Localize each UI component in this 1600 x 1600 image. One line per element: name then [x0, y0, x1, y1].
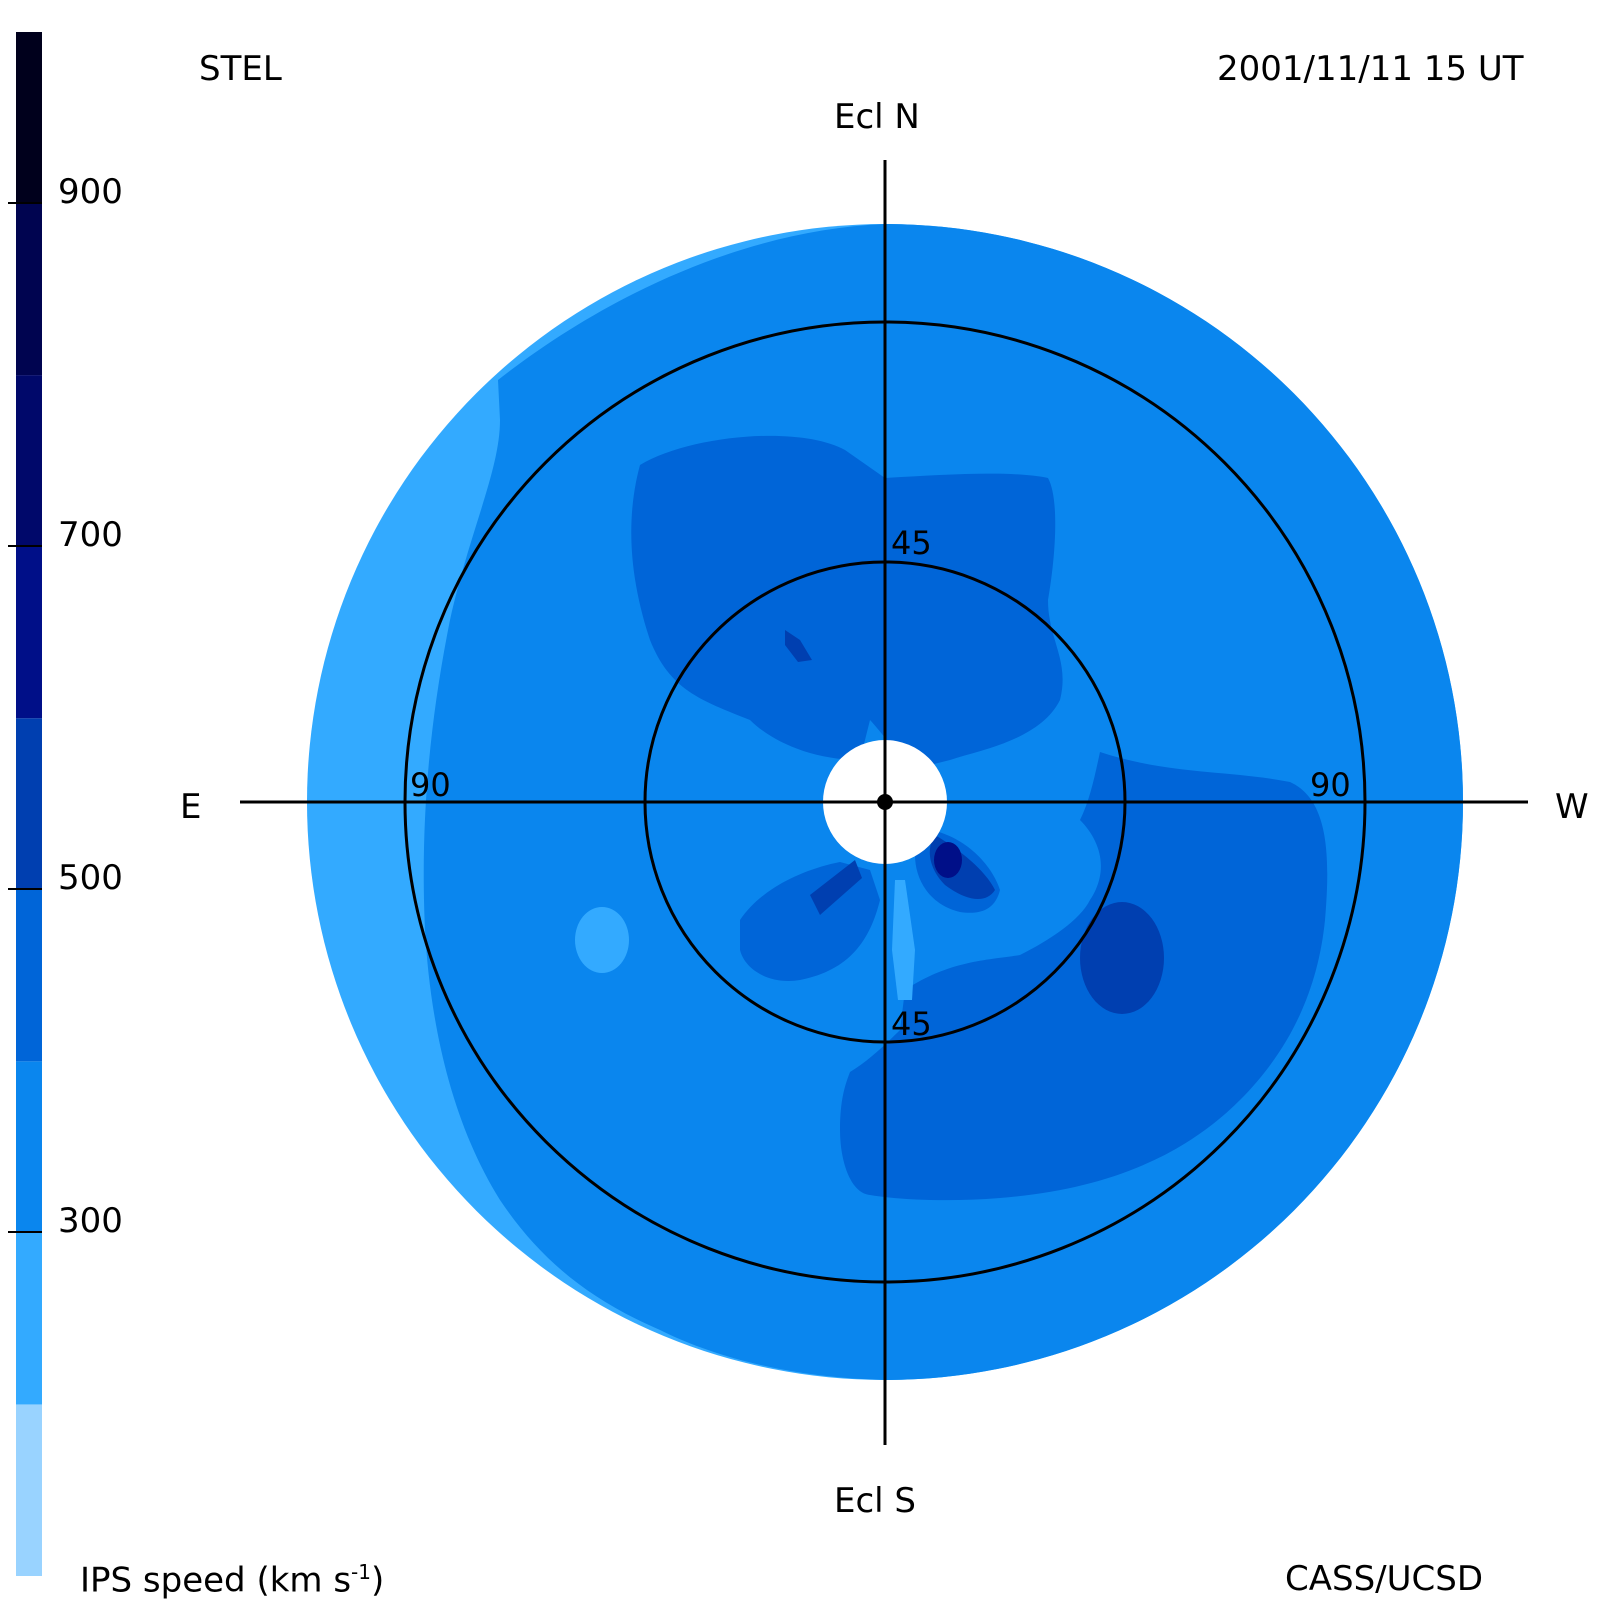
speed-region-blob [1080, 902, 1164, 1014]
colorbar-band [16, 375, 42, 547]
colorbar-tick-label: 900 [58, 172, 123, 212]
colorbar-label: IPS speed (km s-1) [80, 1562, 384, 1597]
speed-region-north-fast [631, 435, 1063, 770]
colorbar-band [16, 1232, 42, 1405]
colorbar-band [16, 546, 42, 719]
ring-label-90-west: 90 [1310, 766, 1351, 804]
colorbar-tick-label: 300 [58, 1201, 123, 1241]
direction-north-label: Ecl N [834, 97, 920, 137]
colorbar-tick-label: 500 [58, 858, 123, 898]
colorbar-tick-mark [8, 888, 42, 890]
ring-label-90-east: 90 [410, 766, 451, 804]
colorbar-band [16, 203, 42, 376]
colorbar-band [16, 718, 42, 890]
colorbar-tick-mark [8, 545, 42, 547]
colorbar-band [16, 889, 42, 1062]
direction-south-label: Ecl S [834, 1481, 917, 1521]
station-label: STEL [199, 49, 282, 89]
colorbar-band [16, 32, 42, 204]
speed-region-blob [785, 630, 812, 662]
colorbar-tick-mark [8, 1231, 42, 1233]
direction-west-label: W [1555, 787, 1589, 827]
colorbar-label-close: ) [371, 1560, 385, 1600]
speed-region-blob [810, 860, 862, 915]
sun-center-dot [877, 794, 893, 810]
ring-label-45-north: 45 [891, 524, 932, 562]
colorbar-tick-mark [8, 202, 42, 204]
direction-east-label: E [180, 787, 202, 827]
credit-label: CASS/UCSD [1285, 1559, 1484, 1599]
colorbar-label-text: IPS speed (km s [80, 1560, 352, 1600]
speed-region-slow-streak [892, 880, 915, 1000]
colorbar-band [16, 1061, 42, 1233]
timestamp-label: 2001/11/11 15 UT [1217, 49, 1524, 89]
colorbar-band [16, 1404, 42, 1576]
ring-label-45-south: 45 [891, 1005, 932, 1043]
colorbar [16, 32, 42, 1576]
colorbar-tick-label: 700 [58, 515, 123, 555]
speed-region-peak [934, 842, 962, 878]
colorbar-label-superscript: -1 [351, 1560, 371, 1584]
speed-region-slow-patch [575, 907, 629, 973]
